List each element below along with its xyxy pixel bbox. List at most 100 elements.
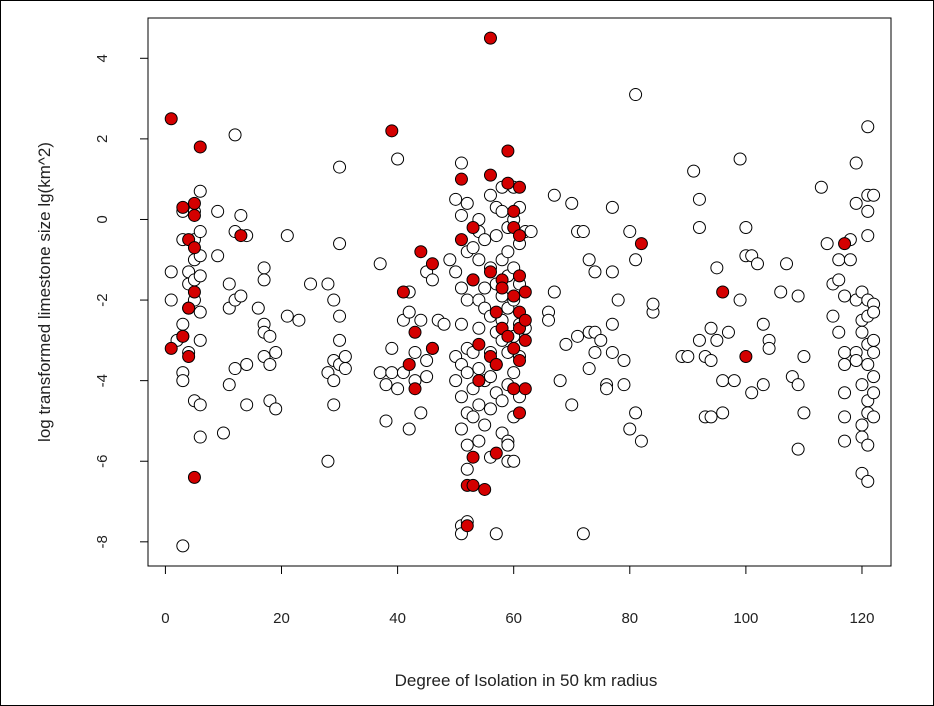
open-point <box>466 241 480 255</box>
open-point <box>280 309 294 323</box>
open-point <box>222 378 236 392</box>
open-point <box>420 370 434 384</box>
red-point <box>513 229 526 243</box>
open-point <box>762 341 776 355</box>
open-point <box>391 152 405 166</box>
open-point <box>547 188 561 202</box>
open-point <box>542 313 556 327</box>
open-point <box>692 221 706 235</box>
open-point <box>501 245 515 259</box>
open-point <box>721 325 735 339</box>
red-point <box>634 237 648 251</box>
red-point <box>402 358 416 372</box>
open-point <box>756 317 770 331</box>
open-point <box>605 345 619 359</box>
red-point <box>187 470 201 484</box>
open-point <box>716 374 730 388</box>
x-tick-label: 40 <box>389 610 406 627</box>
red-point <box>739 349 753 363</box>
open-point <box>193 225 207 239</box>
open-point <box>861 120 875 134</box>
red-point <box>187 285 201 299</box>
open-point <box>333 309 347 323</box>
open-point <box>449 192 463 206</box>
red-point <box>385 124 399 138</box>
open-point <box>460 366 474 380</box>
open-point <box>565 196 579 210</box>
open-point <box>454 208 468 222</box>
red-point <box>478 482 492 496</box>
red-point <box>483 31 497 45</box>
open-point <box>338 349 352 363</box>
red-point <box>176 329 190 343</box>
open-point <box>559 337 573 351</box>
x-tick-label: 100 <box>733 610 758 627</box>
open-point <box>483 402 497 416</box>
open-point <box>791 378 805 392</box>
open-point <box>489 527 503 541</box>
open-point <box>867 386 881 400</box>
open-point <box>228 362 242 376</box>
red-point <box>495 281 509 295</box>
y-tick-label: -2 <box>94 293 111 306</box>
open-point <box>483 370 497 384</box>
open-point <box>838 386 852 400</box>
open-point <box>547 285 561 299</box>
open-point <box>704 321 718 335</box>
x-tick-label: 0 <box>161 610 169 627</box>
open-point <box>321 454 335 468</box>
red-point <box>164 112 178 126</box>
red-point <box>483 168 497 182</box>
open-point <box>838 410 852 424</box>
y-tick-label: 0 <box>94 215 111 223</box>
open-point <box>379 378 393 392</box>
open-point <box>449 374 463 388</box>
open-point <box>832 273 846 287</box>
open-point <box>164 293 178 307</box>
red-point <box>507 204 521 218</box>
x-axis: 0 20 40 60 80 100 120 <box>161 565 874 627</box>
open-point <box>692 192 706 206</box>
red-point <box>460 519 474 533</box>
red-point <box>454 172 468 186</box>
open-point <box>472 434 486 448</box>
open-point <box>472 253 486 267</box>
open-point <box>588 265 602 279</box>
y-tick-label: 4 <box>94 54 111 62</box>
red-point <box>472 374 486 388</box>
open-point <box>495 394 509 408</box>
open-point <box>576 527 590 541</box>
red-point <box>396 285 410 299</box>
open-point <box>704 354 718 367</box>
open-point <box>867 305 881 319</box>
open-point <box>292 313 306 327</box>
open-point <box>251 301 265 315</box>
x-tick-label: 80 <box>621 610 638 627</box>
open-point <box>791 442 805 456</box>
red-point <box>187 241 201 255</box>
open-point <box>321 277 335 291</box>
open-point <box>460 462 474 476</box>
open-point <box>222 277 236 291</box>
y-tick-label: 2 <box>94 135 111 143</box>
open-point <box>623 422 637 436</box>
red-point <box>489 358 503 372</box>
open-point <box>739 221 753 235</box>
open-point <box>216 426 230 440</box>
open-point <box>333 333 347 347</box>
red-point <box>466 478 480 492</box>
red-point <box>234 229 248 243</box>
open-point <box>333 237 347 251</box>
open-point <box>454 390 468 404</box>
red-point <box>187 196 201 210</box>
open-point <box>600 382 614 396</box>
open-point <box>483 188 497 202</box>
open-point <box>478 418 492 432</box>
red-point <box>472 337 486 351</box>
red-point <box>518 285 532 299</box>
open-point <box>338 362 352 376</box>
y-tick-label: -4 <box>94 374 111 387</box>
open-point <box>617 354 631 367</box>
red-point <box>466 221 480 235</box>
open-point <box>588 345 602 359</box>
